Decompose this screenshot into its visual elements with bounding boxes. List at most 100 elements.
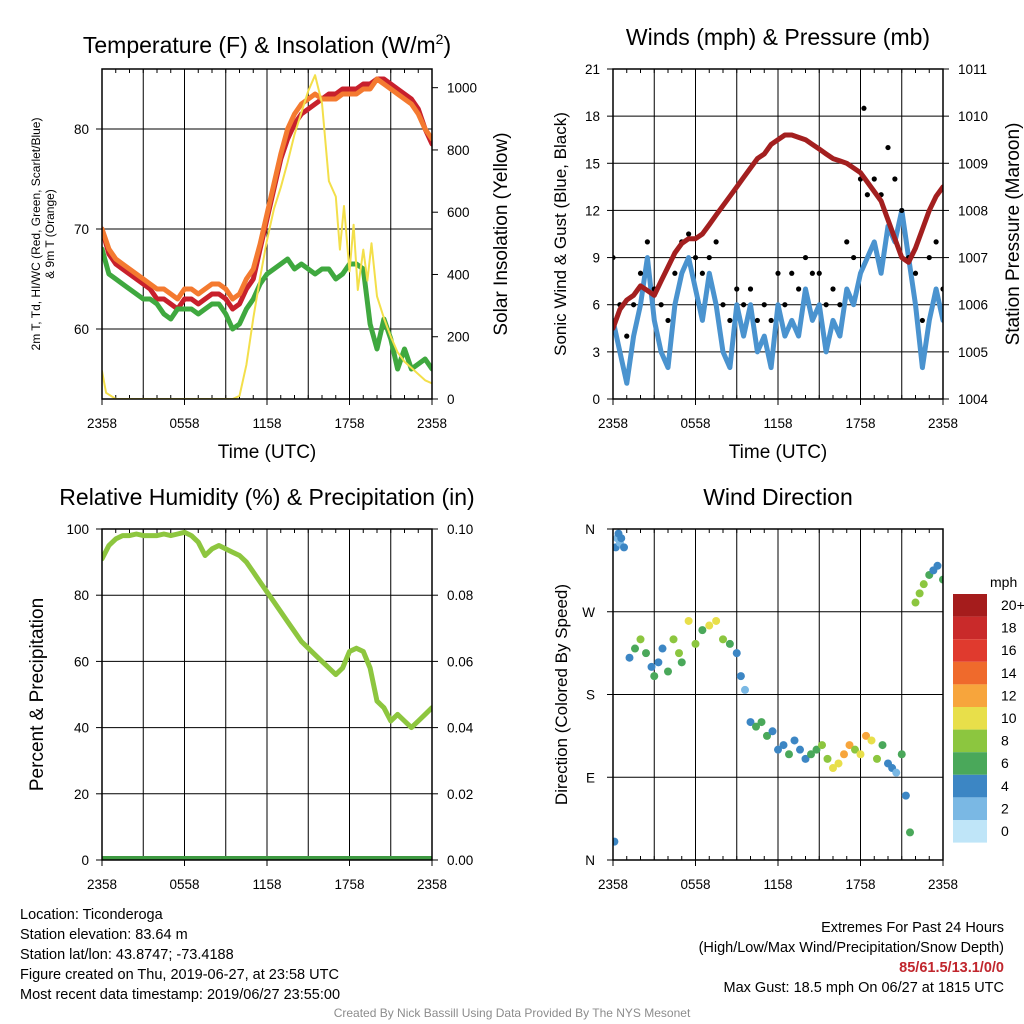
gust-point [768, 317, 774, 324]
wind-direction-point [834, 759, 843, 768]
colorbar-swatch [953, 774, 987, 798]
colorbar-label: 4 [1001, 778, 1009, 794]
wind-direction-point [906, 828, 914, 837]
wind-direction-point [763, 731, 771, 740]
gust-point [734, 286, 740, 292]
x-tick-label: 2358 [87, 877, 117, 892]
y-tick-label: 6 [592, 298, 600, 313]
y2-tick-label: 1000 [447, 81, 477, 96]
wind-direction-point [620, 543, 628, 552]
wind-direction-point [732, 649, 741, 658]
plot-data [102, 74, 432, 399]
chart-panel-3: Relative Humidity (%) & Precipitation (i… [27, 484, 475, 892]
y2-tick-label: 600 [447, 205, 470, 220]
gust-point [919, 317, 925, 324]
wind-direction-point [725, 639, 734, 648]
gust-point [933, 239, 939, 245]
x-tick-label: 0558 [169, 416, 199, 431]
y-tick-label: 60 [74, 322, 89, 337]
x-tick-label: 0558 [680, 416, 710, 431]
gust-point [871, 176, 877, 182]
y-tick-label: 60 [74, 654, 89, 669]
wind-direction-point [779, 741, 788, 750]
y2-tick-label: 1006 [958, 298, 988, 313]
x-tick-label: 1758 [845, 416, 875, 431]
x-tick-label: 2358 [928, 877, 958, 892]
gust-point [624, 333, 630, 339]
wind-direction-point [774, 745, 782, 754]
colorbar-swatch [953, 729, 987, 753]
gust-point [727, 317, 733, 324]
y-tick-label: S [586, 688, 595, 703]
wind-direction-point [845, 741, 854, 750]
gust-point [754, 317, 760, 324]
y-tick-label: 12 [585, 203, 600, 218]
plot-data [613, 105, 943, 386]
colorbar-label: 20+ [1001, 597, 1024, 613]
wind-direction-point [691, 639, 700, 648]
colorbar-label: 6 [1001, 755, 1009, 771]
gust-point [796, 286, 802, 292]
gust-point [747, 286, 754, 292]
gust-point [706, 254, 712, 261]
y2-tick-label: 200 [447, 330, 470, 345]
wind-direction-point [658, 644, 667, 653]
x-tick-label: 2358 [598, 877, 628, 892]
chart-title: Temperature (F) & Insolation (W/m2) [83, 31, 451, 58]
y2-axis-label: Solar Insolation (Yellow) [491, 132, 512, 335]
wind-direction-point [712, 616, 721, 625]
wind-direction-point [664, 667, 672, 676]
chart-title: Relative Humidity (%) & Precipitation (i… [59, 484, 474, 510]
colorbar-label: 2 [1001, 800, 1009, 816]
plot-frame [612, 528, 944, 861]
gust-point [899, 207, 905, 214]
y2-tick-label: 0.00 [447, 853, 473, 868]
wind-direction-point [840, 750, 848, 759]
gust-point [631, 302, 637, 308]
wind-direction-point [654, 658, 663, 667]
wind-direction-point [939, 575, 943, 584]
wind-direction-point [636, 635, 645, 644]
y2-tick-label: 0.06 [447, 654, 473, 669]
wind-direction-point [919, 580, 928, 589]
series-line-relative-humidity [102, 529, 432, 731]
wind-direction-point [669, 635, 678, 644]
y2-tick-label: 1004 [958, 392, 989, 407]
colorbar-swatch [953, 820, 987, 843]
wind-direction-point [719, 635, 727, 644]
station-info: Location: Ticonderoga Station elevation:… [20, 905, 340, 1005]
y-tick-label: N [585, 853, 595, 868]
y2-tick-label: 1005 [958, 345, 988, 360]
wind-direction-point [812, 745, 821, 754]
gust-point [926, 254, 932, 261]
colorbar-label: 18 [1001, 620, 1017, 636]
colorbar-label: 10 [1001, 710, 1017, 726]
wind-direction-point [625, 653, 634, 662]
wind-direction-point [807, 750, 815, 759]
extremes-subtitle: (High/Low/Max Wind/Precipitation/Snow De… [698, 940, 1004, 956]
y2-tick-label: 1010 [958, 109, 988, 124]
x-tick-label: 0558 [680, 877, 710, 892]
gust-point [761, 302, 767, 308]
x-tick-label: 2358 [87, 416, 117, 431]
wind-direction-point [736, 672, 745, 681]
colorbar-swatch [953, 661, 987, 685]
x-axis-label: Time (UTC) [729, 442, 828, 463]
gust-point [686, 231, 692, 237]
y-axis-label-line1: 2m T, Td, HI/WC (Red, Green, Scarlet/Blu… [29, 118, 43, 351]
gust-point [830, 286, 836, 292]
series-line-station-pressure [613, 132, 943, 331]
gust-point [672, 270, 678, 276]
wind-direction-point [741, 685, 749, 694]
gust-point [775, 270, 781, 276]
gust-point [720, 302, 726, 308]
colorbar-swatch [953, 707, 987, 730]
y-tick-label: E [586, 770, 595, 785]
x-tick-label: 1758 [334, 416, 364, 431]
y-tick-label: 80 [74, 588, 89, 603]
gust-point [699, 270, 705, 276]
y2-tick-label: 1011 [958, 62, 987, 77]
gust-point [864, 192, 870, 198]
y-tick-label: N [585, 522, 595, 537]
colorbar-swatch [953, 684, 987, 707]
